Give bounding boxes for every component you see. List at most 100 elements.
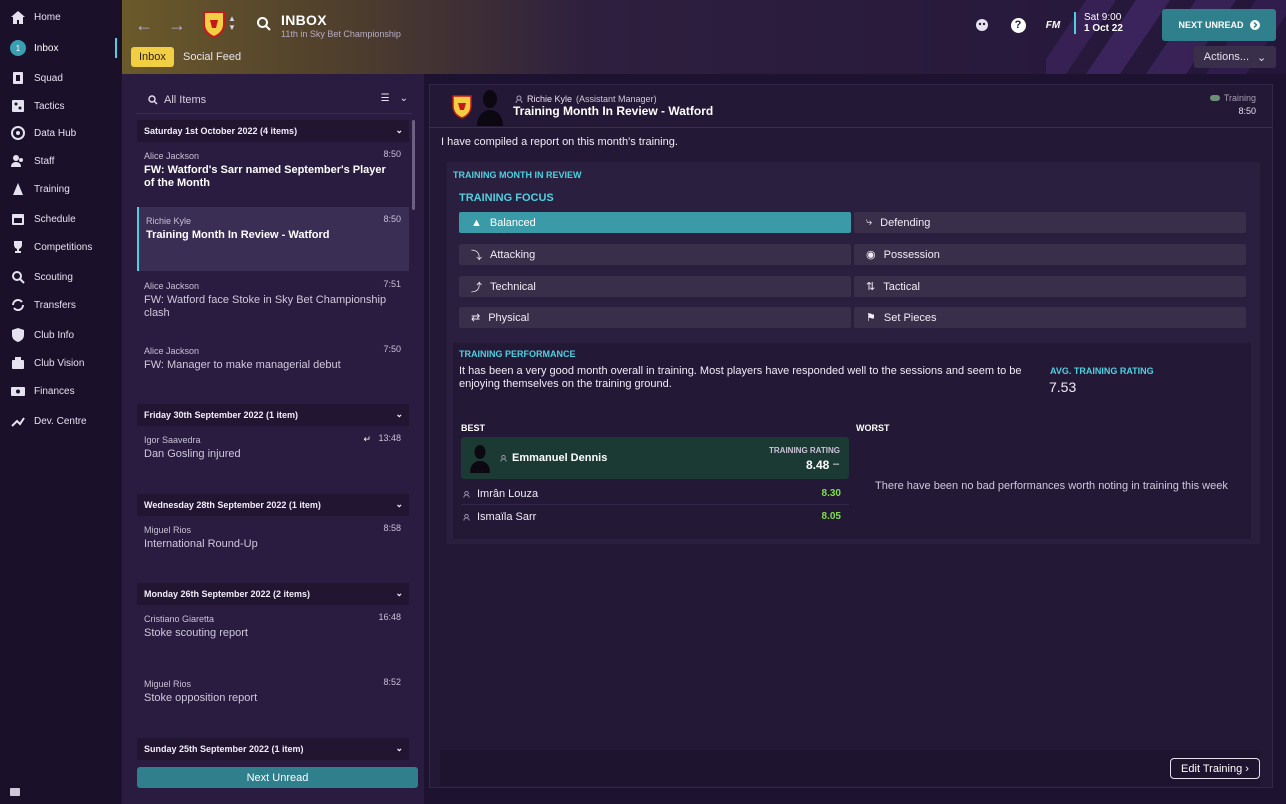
tab-social-feed[interactable]: Social Feed — [183, 51, 242, 63]
staff-avatar-icon[interactable] — [475, 88, 505, 126]
date-group-header[interactable]: Monday 26th September 2022 (2 items) ⌄ — [137, 583, 409, 605]
sidebar-item-dev-centre[interactable]: Dev. Centre — [0, 408, 121, 434]
view-options[interactable]: ☰ ⌄ — [381, 93, 408, 104]
focus-label: Attacking — [490, 248, 536, 261]
next-unread-bottom-button[interactable]: Next Unread — [137, 767, 418, 788]
sidebar-item-training[interactable]: Training — [0, 176, 121, 202]
technical-icon: ⤴ — [471, 281, 482, 294]
forward-arrow-icon[interactable]: → — [168, 14, 186, 35]
date-group-header[interactable]: Sunday 25th September 2022 (1 item) ⌄ — [137, 738, 409, 760]
next-unread-button[interactable]: NEXT UNREAD — [1162, 9, 1276, 41]
sidebar-item-squad[interactable]: Squad — [0, 65, 121, 91]
focus-attacking-button[interactable]: ⤵ Attacking — [459, 244, 851, 265]
item-time: 8:52 — [383, 677, 401, 687]
best-player-card[interactable] — [461, 437, 849, 479]
focus-tactical-button[interactable]: ⇅ Tactical — [854, 276, 1246, 297]
list-item[interactable]: Alice Jackson 8:50 FW: Watford's Sarr na… — [137, 142, 409, 206]
sidebar-item-club-vision[interactable]: Club Vision — [0, 350, 121, 376]
message-sender[interactable]: Richie Kyle (Assistant Manager) — [515, 94, 657, 104]
focus-possession-button[interactable]: ◉ Possession — [854, 244, 1246, 265]
sidebar-item-schedule[interactable]: Schedule — [0, 206, 121, 232]
chevron-down-icon[interactable]: ⌄ — [399, 93, 408, 104]
list-scrollbar[interactable] — [412, 120, 415, 210]
club-switch-chevron-icon[interactable]: ▲ ▼ — [228, 14, 236, 32]
vision-icon — [10, 355, 26, 371]
item-sender: Miguel Rios — [144, 525, 192, 535]
fm-logo-icon[interactable]: FM — [1045, 19, 1061, 31]
category-label: Training — [1223, 93, 1256, 103]
player-row[interactable]: Imrân Louza 8.30 — [461, 483, 849, 505]
date-group-header[interactable]: Wednesday 28th September 2022 (1 item) ⌄ — [137, 494, 409, 516]
sidebar-item-scouting[interactable]: Scouting — [0, 264, 121, 290]
actions-dropdown[interactable]: Actions... ⌄ — [1194, 46, 1276, 68]
sidebar-item-finances[interactable]: Finances — [0, 378, 121, 404]
sidebar-item-label: Inbox — [34, 42, 59, 54]
club-crest-icon[interactable] — [202, 10, 226, 38]
chevron-down-icon: ⌄ — [395, 125, 403, 135]
person-icon — [463, 490, 470, 498]
focus-technical-button[interactable]: ⤴ Technical — [459, 276, 851, 297]
list-item[interactable]: Cristiano Giaretta 16:48 Stoke scouting … — [137, 605, 409, 669]
list-view-icon[interactable]: ☰ — [380, 93, 390, 104]
club-crest-icon — [452, 95, 472, 119]
list-item[interactable]: Alice Jackson 7:50 FW: Manager to make m… — [137, 337, 409, 401]
sidebar-item-staff[interactable]: Staff — [0, 148, 121, 174]
focus-label: Possession — [883, 248, 940, 261]
focus-balanced-button[interactable]: ▲ Balanced — [459, 212, 851, 233]
shield-icon — [10, 327, 26, 343]
list-item[interactable]: Igor Saavedra ↵ 13:48 Dan Gosling injure… — [137, 426, 409, 490]
focus-set-pieces-button[interactable]: ⚑ Set Pieces — [854, 307, 1246, 328]
tab-inbox[interactable]: Inbox — [131, 47, 174, 67]
list-item-selected[interactable]: Richie Kyle 8:50 Training Month In Revie… — [137, 207, 409, 271]
edit-training-button[interactable]: Edit Training › — [1170, 758, 1260, 779]
reply-arrow-icon: ↵ — [363, 434, 371, 444]
manager-avatar-icon[interactable] — [973, 16, 991, 34]
focus-label: Tactical — [883, 280, 920, 293]
chevron-right-icon: › — [1242, 762, 1249, 775]
chevron-down-icon: ⌄ — [1257, 51, 1267, 64]
inbox-icon: 1 — [10, 40, 26, 56]
chevron-down-icon: ⌄ — [395, 743, 403, 753]
date-group-header[interactable]: Saturday 1st October 2022 (4 items) ⌄ — [137, 120, 409, 142]
item-subject: FW: Watford's Sarr named September's Pla… — [144, 164, 386, 189]
focus-defending-button[interactable]: ⤷ Defending — [854, 212, 1246, 233]
message-intro: I have compiled a report on this month's… — [441, 136, 678, 148]
search-icon[interactable] — [256, 16, 272, 32]
back-arrow-icon[interactable]: ← — [135, 14, 153, 35]
item-sender: Richie Kyle — [146, 216, 192, 226]
set-pieces-icon: ⚑ — [866, 312, 876, 324]
player-row[interactable]: Ismaïla Sarr 8.05 — [461, 506, 849, 528]
list-item[interactable]: Miguel Rios 8:52 Stoke opposition report — [137, 670, 409, 734]
avg-rating-label: AVG. TRAINING RATING — [1050, 366, 1154, 376]
sender-role: (Assistant Manager) — [576, 94, 657, 104]
sidebar-item-competitions[interactable]: Competitions — [0, 234, 121, 260]
player-rating: 8.30 — [821, 488, 841, 499]
sidebar-item-transfers[interactable]: Transfers — [0, 292, 121, 318]
sidebar-item-club-info[interactable]: Club Info — [0, 322, 121, 348]
unread-badge: 1 — [10, 40, 26, 56]
sidebar-item-home[interactable]: Home — [0, 4, 121, 30]
focus-label: Balanced — [489, 216, 536, 229]
training-rating-label: TRAINING RATING — [769, 446, 840, 455]
focus-label: Defending — [880, 216, 931, 229]
game-date[interactable]: Sat 9:00 1 Oct 22 — [1074, 12, 1123, 34]
group-title: Monday 26th September 2022 (2 items) — [144, 589, 311, 599]
list-item[interactable]: Miguel Rios 8:58 International Round-Up — [137, 516, 409, 580]
possession-icon: ◉ — [866, 249, 876, 261]
header: ← → ▲ ▼ INBOX 11th in Sky Bet Championshi… — [122, 0, 1286, 74]
sidebar-item-data-hub[interactable]: Data Hub — [0, 120, 121, 146]
focus-physical-button[interactable]: ⇄ Physical — [459, 307, 851, 328]
scouting-icon — [10, 269, 26, 285]
message-footer — [440, 750, 1260, 786]
help-icon[interactable]: ? — [1009, 16, 1027, 34]
item-subject: Stoke scouting report — [144, 627, 248, 639]
message-header — [429, 84, 1273, 128]
list-item[interactable]: Alice Jackson 7:51 FW: Watford face Stok… — [137, 272, 409, 336]
best-player-name[interactable]: Emmanuel Dennis — [512, 452, 608, 464]
trophy-icon — [10, 239, 26, 255]
search-input[interactable]: All Items — [148, 94, 206, 106]
sidebar-collapse-icon[interactable] — [10, 788, 20, 796]
sidebar-item-inbox[interactable]: 1 Inbox — [0, 35, 121, 61]
sidebar-item-tactics[interactable]: Tactics — [0, 93, 121, 119]
date-group-header[interactable]: Friday 30th September 2022 (1 item) ⌄ — [137, 404, 409, 426]
